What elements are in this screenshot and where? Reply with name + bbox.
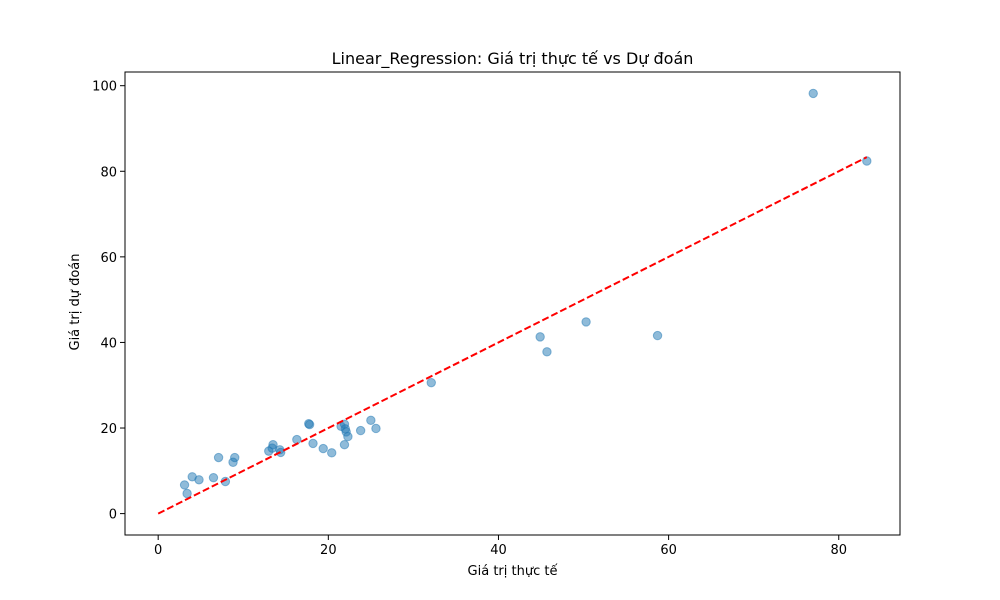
data-point bbox=[581, 317, 591, 327]
y-axis-label: Giá trị dự đoán bbox=[68, 253, 83, 350]
y-tick-label: 20 bbox=[100, 422, 117, 437]
data-point bbox=[182, 488, 192, 499]
data-point bbox=[213, 452, 224, 463]
data-point bbox=[304, 419, 315, 430]
x-tick-label: 80 bbox=[830, 543, 847, 558]
data-point bbox=[339, 440, 350, 450]
x-tick-label: 60 bbox=[660, 543, 677, 558]
data-point bbox=[371, 423, 381, 434]
plot-area: 0 20 40 60 80 0 20 40 60 80 100 bbox=[92, 71, 901, 558]
data-point bbox=[535, 332, 545, 342]
chart-title: Linear_Regression: Giá trị thực tế vs Dự… bbox=[332, 49, 694, 69]
data-point bbox=[366, 415, 376, 426]
data-point bbox=[268, 440, 278, 450]
reference-line bbox=[157, 156, 868, 515]
data-point bbox=[179, 480, 190, 490]
data-point bbox=[327, 448, 337, 458]
data-point bbox=[652, 330, 663, 341]
plot-frame bbox=[124, 71, 901, 536]
x-tick-label: 20 bbox=[320, 543, 337, 558]
y-tick-label: 40 bbox=[100, 336, 117, 351]
data-point bbox=[194, 475, 204, 485]
data-point bbox=[228, 457, 238, 467]
data-point bbox=[308, 438, 318, 449]
y-tick-label: 60 bbox=[100, 251, 117, 266]
data-point bbox=[542, 347, 552, 357]
data-point bbox=[426, 377, 436, 388]
data-point bbox=[292, 434, 302, 445]
data-point bbox=[318, 443, 328, 454]
y-tick-label: 100 bbox=[92, 80, 117, 95]
y-tick-label: 80 bbox=[100, 165, 117, 180]
data-point bbox=[355, 425, 366, 436]
x-tick-label: 0 bbox=[154, 543, 162, 558]
data-point bbox=[343, 431, 353, 442]
data-point bbox=[208, 472, 219, 483]
data-point bbox=[808, 88, 818, 99]
x-tick-label: 40 bbox=[490, 543, 507, 558]
x-axis-label: Giá trị thực tế bbox=[468, 564, 558, 579]
y-tick-label: 0 bbox=[109, 508, 117, 523]
